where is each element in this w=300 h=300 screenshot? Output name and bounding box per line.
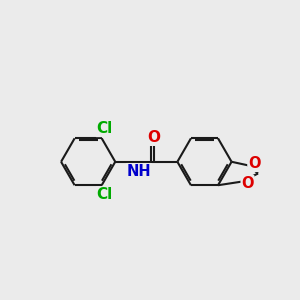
Text: O: O [248,156,260,171]
Text: NH: NH [127,164,151,179]
Text: Cl: Cl [97,122,113,136]
Text: NH: NH [127,164,151,179]
Text: Cl: Cl [97,187,113,202]
Text: Cl: Cl [97,122,113,136]
Text: O: O [241,176,254,191]
Text: Cl: Cl [97,187,113,202]
Text: O: O [147,130,160,145]
Text: O: O [248,156,260,171]
Text: O: O [241,176,254,191]
Text: O: O [147,130,160,145]
